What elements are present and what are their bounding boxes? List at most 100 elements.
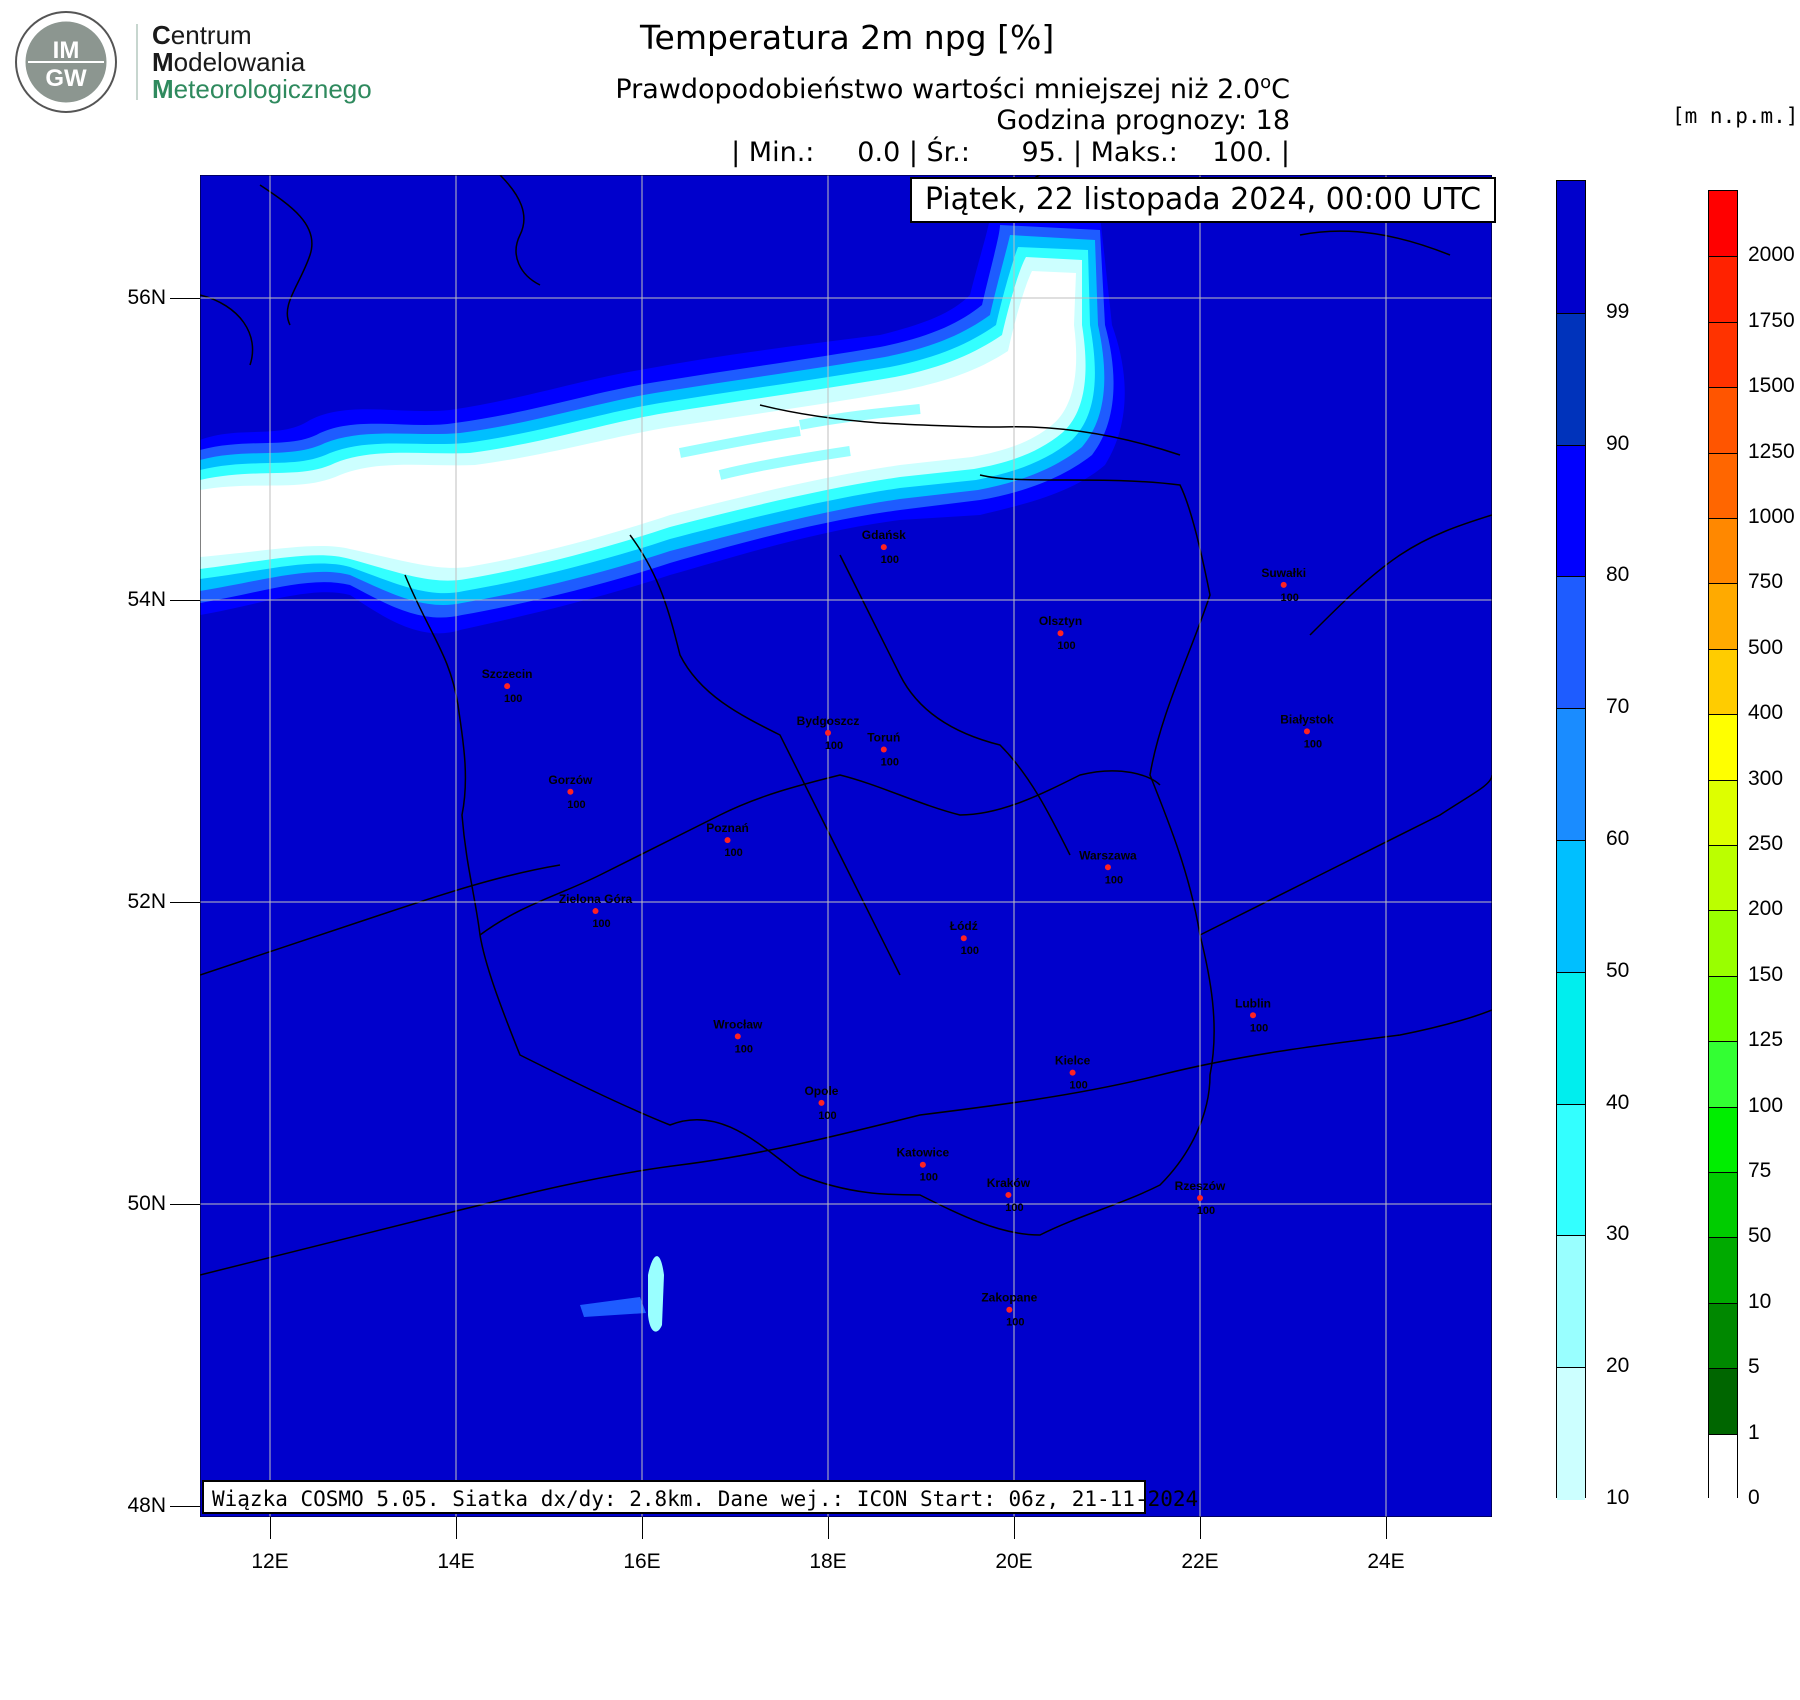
city-dot [592, 908, 599, 915]
lat-label-52n: 52N [127, 890, 166, 913]
city-markers: Gdańsk 100 Suwałki 100 Olsztyn 100 Szczecin 100… [482, 528, 1334, 1329]
city-value: 100 [881, 554, 899, 566]
lon-label-16e: 16E [623, 1550, 661, 1573]
lon-label-20e: 20E [995, 1550, 1033, 1573]
colorbar-segment [1557, 971, 1585, 1106]
city-dot [1303, 728, 1310, 735]
city-marker: Katowice 100 [897, 1146, 950, 1184]
colorbar-segment [1557, 1103, 1585, 1237]
city-value: 100 [1057, 640, 1075, 652]
colorbar-segment [1557, 576, 1585, 710]
colorbar-tick-label: 30 [1606, 1222, 1630, 1246]
colorbar-tick-label: 1000 [1748, 505, 1795, 528]
city-value: 100 [881, 756, 899, 768]
colorbar-tick-label: 0 [1748, 1486, 1760, 1509]
lat-label-56n: 56N [127, 286, 166, 309]
city-name: Warszawa [1079, 848, 1137, 862]
colorbar-tick-label: 1750 [1748, 308, 1795, 332]
city-marker: Suwałki 100 [1261, 566, 1306, 604]
colorbar-segment [1709, 1237, 1737, 1305]
logo-org-line2: Modelowania [152, 47, 306, 77]
country-borders [200, 175, 1492, 1276]
low-probability-plume [200, 215, 1125, 634]
colorbar-segment [1557, 1367, 1585, 1501]
colorbar-segment [1709, 1302, 1737, 1370]
city-marker: Gorzów 100 [548, 773, 593, 811]
colorbar-tick-label: 75 [1748, 1159, 1772, 1182]
colorbar-tick-label: 40 [1606, 1090, 1630, 1114]
lon-tick [1386, 1517, 1387, 1539]
city-dot [724, 837, 731, 844]
lat-tick [170, 1506, 200, 1507]
colorbar-tick-label: 60 [1606, 827, 1630, 850]
city-dot [1005, 1191, 1012, 1198]
city-name: Kraków [987, 1176, 1031, 1190]
colorbar-tick-label: 5 [1748, 1355, 1760, 1379]
colorbar-tick-label: 1 [1748, 1420, 1760, 1444]
city-marker: Lublin 100 [1235, 996, 1271, 1034]
forecast-hour: Godzina prognozy: 18 [996, 105, 1290, 136]
city-marker: Zakopane 100 [981, 1291, 1037, 1329]
probability-colorbar [1556, 180, 1586, 1501]
city-dot [504, 683, 511, 690]
city-dot [825, 729, 831, 736]
lat-tick [170, 902, 200, 903]
city-value: 100 [1005, 1202, 1023, 1214]
colorbar-tick-label: 50 [1748, 1224, 1772, 1248]
city-marker: Kraków 100 [987, 1176, 1031, 1214]
colorbar-tick-label: 500 [1748, 635, 1784, 659]
lon-label-18e: 18E [809, 1550, 847, 1573]
city-dot [1069, 1069, 1076, 1076]
city-marker: Gdańsk 100 [862, 528, 906, 566]
city-marker: Kielce 100 [1055, 1054, 1091, 1092]
city-marker: Olsztyn 100 [1039, 614, 1082, 652]
city-dot [1197, 1194, 1203, 1201]
lon-label-14e: 14E [437, 1550, 475, 1573]
city-dot [880, 746, 887, 753]
imgw-logo: IM GW [15, 11, 117, 113]
colorbar-segment [1709, 1433, 1737, 1501]
city-marker: Łódź 100 [950, 919, 979, 957]
lon-tick [828, 1517, 829, 1539]
colorbar-segment [1709, 583, 1737, 651]
colorbar-tick-label: 150 [1748, 962, 1784, 986]
city-name: Wrocław [713, 1017, 763, 1031]
logo-badge-bottom: GW [45, 65, 87, 92]
lon-tick [1200, 1517, 1201, 1539]
city-dot [734, 1033, 741, 1040]
logo-divider [136, 24, 138, 100]
city-marker: Zielona Góra 100 [559, 892, 633, 930]
city-name: Katowice [897, 1146, 950, 1160]
city-name: Gdańsk [862, 528, 906, 542]
city-value: 100 [567, 799, 585, 811]
city-name: Poznań [706, 821, 749, 835]
city-name: Szczecin [482, 667, 533, 681]
colorbar-tick-label: 200 [1748, 897, 1784, 921]
city-dot [960, 935, 967, 942]
colorbar-segment [1709, 321, 1737, 389]
city-dot [919, 1161, 926, 1168]
lat-label-54n: 54N [127, 588, 166, 611]
city-value: 100 [1105, 874, 1123, 886]
colorbar-tick-label: 250 [1748, 832, 1784, 855]
lon-label-24e: 24E [1367, 1550, 1405, 1573]
lat-tick [170, 600, 200, 601]
colorbar-segment [1557, 181, 1585, 314]
colorbar-tick-label: 125 [1748, 1028, 1784, 1052]
map-title: Temperatura 2m npg [%] [640, 18, 1055, 57]
colorbar-segment [1709, 648, 1737, 716]
colorbar-tick-label: 80 [1606, 563, 1630, 587]
city-value: 100 [961, 945, 979, 957]
city-marker: Szczecin 100 [482, 667, 533, 705]
city-dot [1250, 1012, 1257, 1019]
city-marker: Toruń 100 [867, 730, 900, 768]
city-marker: Wrocław 100 [713, 1017, 763, 1055]
colorbar-segment [1709, 1106, 1737, 1174]
map-subtitle: Prawdopodobieństwo wartości mniejszej ni… [615, 72, 1290, 105]
colorbar-segment [1709, 256, 1737, 324]
city-value: 100 [920, 1172, 938, 1184]
colorbar-segment [1557, 708, 1585, 842]
colorbar-tick-label: 10 [1606, 1486, 1630, 1509]
colorbar-segment [1557, 312, 1585, 447]
lon-tick [456, 1517, 457, 1539]
